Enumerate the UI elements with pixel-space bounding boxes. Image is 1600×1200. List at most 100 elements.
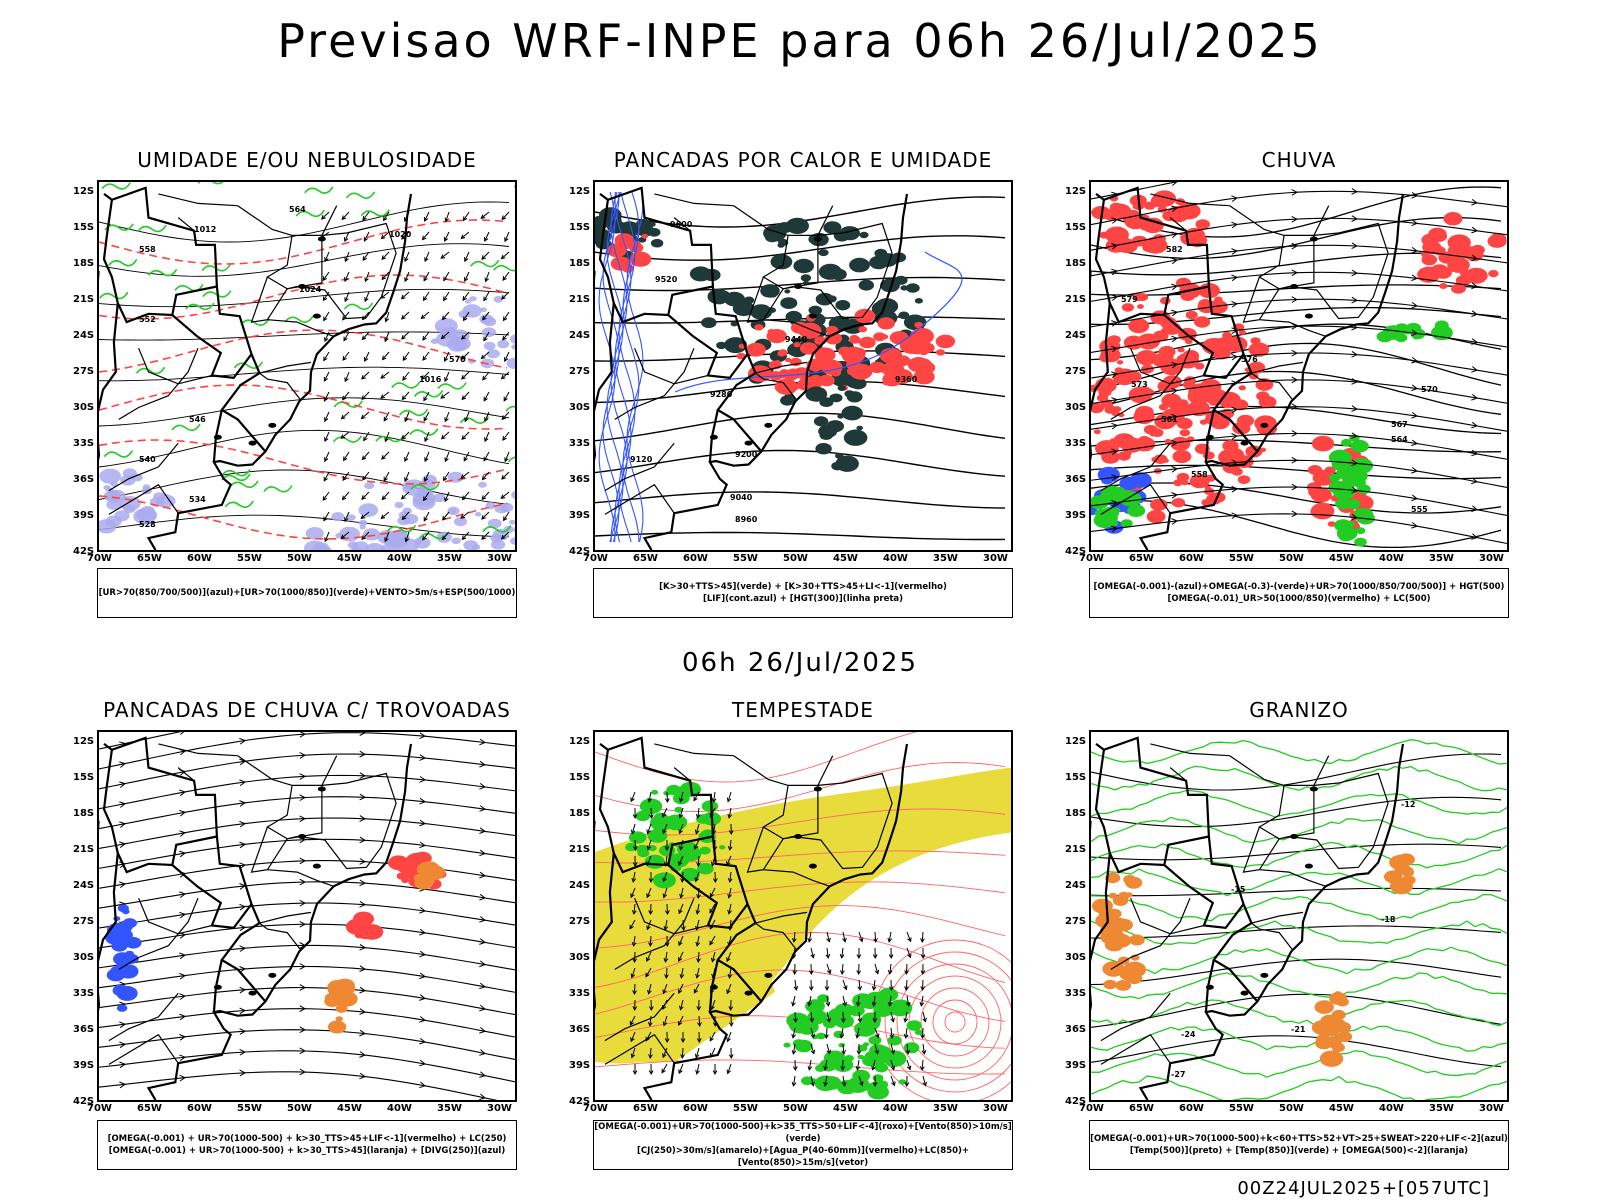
contour-label: 534: [189, 495, 206, 504]
lake-icon: [709, 984, 718, 990]
lake-icon: [764, 972, 773, 978]
orange-omega-area: [1091, 872, 1147, 991]
lon-tick-label: 30W: [983, 553, 1008, 564]
state-border: [158, 193, 238, 207]
state-border: [266, 785, 323, 840]
lon-tick-label: 45W: [833, 553, 858, 564]
lat-tick-label: 12S: [1065, 736, 1087, 747]
contour-label: 9040: [730, 493, 753, 502]
state-border: [108, 483, 179, 515]
lat-tick-label: 30S: [1065, 952, 1087, 963]
panel-title-5: TEMPESTADE: [732, 698, 874, 722]
lake-icon: [312, 863, 321, 869]
lat-tick-label: 21S: [1065, 294, 1087, 305]
lon-tick-label: 65W: [137, 1103, 162, 1114]
lat-tick-label: 42S: [569, 1096, 591, 1107]
state-border: [755, 361, 808, 374]
lon-tick-label: 50W: [287, 1103, 312, 1114]
legend-line: [OMEGA(-0.01)_UR>50(1000/850)(vermelho) …: [1167, 594, 1431, 604]
green-humidity-contours: [99, 182, 515, 540]
country-border: [1091, 302, 1111, 461]
state-border: [108, 442, 179, 492]
legend-line: [Temp(500)](preto) + [Temp(850)](verde) …: [1129, 1146, 1469, 1156]
lon-tick-label: 35W: [1429, 553, 1454, 564]
red-rain-north: [1091, 190, 1210, 254]
lon-tick-label: 35W: [1429, 1103, 1454, 1114]
country-border: [595, 302, 615, 461]
lat-tick-label: 21S: [569, 294, 591, 305]
state-border: [1110, 897, 1191, 970]
contour-label: 558: [1191, 470, 1208, 479]
lat-tick-label: 27S: [569, 366, 591, 377]
lon-tick-label: 65W: [633, 553, 658, 564]
lon-tick-label: 70W: [583, 1103, 608, 1114]
state-border: [634, 897, 709, 935]
basemap: [99, 736, 413, 1100]
lif-contour: [674, 251, 963, 393]
state-border: [177, 217, 195, 232]
contour-label: 552: [139, 315, 156, 324]
p2-labels: 9600 9520 9440 9360 9280 9200 9120 9040 8960: [630, 220, 918, 524]
lat-tick-label: 39S: [569, 510, 591, 521]
lake-icon: [813, 786, 822, 792]
lat-tick-label: 18S: [1065, 258, 1087, 269]
contour-label: -12: [1401, 800, 1415, 809]
lon-tick-label: 65W: [137, 553, 162, 564]
lake-icon: [1240, 990, 1249, 996]
contour-label: 9280: [710, 390, 733, 399]
state-border: [1251, 361, 1304, 374]
map-panel-4: [97, 730, 517, 1102]
state-border: [654, 743, 734, 757]
map-svg: 9600 9520 9440 9360 9280 9200 9120 9040 8960: [595, 186, 1006, 550]
state-border: [755, 911, 808, 924]
state-border: [1251, 911, 1304, 924]
lat-tick-label: 30S: [1065, 402, 1087, 413]
lat-tick-label: 42S: [73, 1096, 95, 1107]
orange-omega-area-ne: [1384, 853, 1416, 895]
lon-tick-label: 55W: [237, 553, 262, 564]
contour-label: 1016: [419, 375, 442, 384]
wind-vectors-south: [791, 931, 927, 1088]
legend-line: [OMEGA(-0.001) + UR>70(1000-500) + k>30_…: [107, 1134, 507, 1144]
lon-tick-label: 55W: [237, 1103, 262, 1114]
legend-line: [OMEGA(-0.001)+UR>70(1000-500)+k<60+TTS>…: [1090, 1134, 1508, 1144]
country-border: [1094, 199, 1210, 324]
country-border: [1163, 864, 1245, 930]
legend-box-6: [OMEGA(-0.001)+UR>70(1000-500)+k<60+TTS>…: [1089, 1120, 1509, 1170]
panel-title-6: GRANIZO: [1249, 698, 1349, 722]
lon-tick-label: 60W: [683, 1103, 708, 1114]
contour-label: 564: [1391, 435, 1408, 444]
state-border: [138, 347, 213, 385]
lon-tick-label: 45W: [833, 1103, 858, 1114]
state-border: [267, 869, 334, 887]
contour-label: 573: [1131, 380, 1148, 389]
contour-label: 555: [1411, 505, 1428, 514]
green-omega-area: [1328, 434, 1375, 547]
lake-icon: [1309, 236, 1318, 242]
state-border: [1229, 205, 1330, 236]
lat-tick-label: 33S: [73, 988, 95, 999]
lon-tick-label: 35W: [933, 1103, 958, 1114]
coastline: [146, 193, 413, 550]
state-border: [1130, 897, 1205, 935]
country-border: [102, 199, 218, 324]
lat-tick-label: 21S: [73, 294, 95, 305]
lat-tick-label: 36S: [1065, 474, 1087, 485]
basemap: [99, 186, 413, 550]
p3-labels: 582 579 576 573 570 567 564 561 558 555: [1121, 245, 1438, 514]
state-border: [1150, 743, 1230, 757]
contour-label: 1020: [389, 230, 412, 239]
state-border: [614, 347, 695, 420]
lon-tick-label: 65W: [1129, 1103, 1154, 1114]
state-border: [1100, 483, 1171, 515]
state-border: [634, 347, 709, 385]
state-border: [1251, 922, 1293, 950]
legend-box-5: [OMEGA(-0.001)+UR>70(1000-500)+k>35_TTS>…: [593, 1120, 1013, 1170]
lon-tick-label: 60W: [1179, 553, 1204, 564]
state-border: [762, 235, 819, 290]
state-border: [108, 992, 179, 1042]
lon-tick-label: 55W: [733, 1103, 758, 1114]
legend-line: [K>30+TTS>45](verde) + [K>30+TTS>45+LI<-…: [659, 582, 947, 592]
lat-tick-label: 15S: [1065, 772, 1087, 783]
lon-tick-label: 60W: [683, 553, 708, 564]
